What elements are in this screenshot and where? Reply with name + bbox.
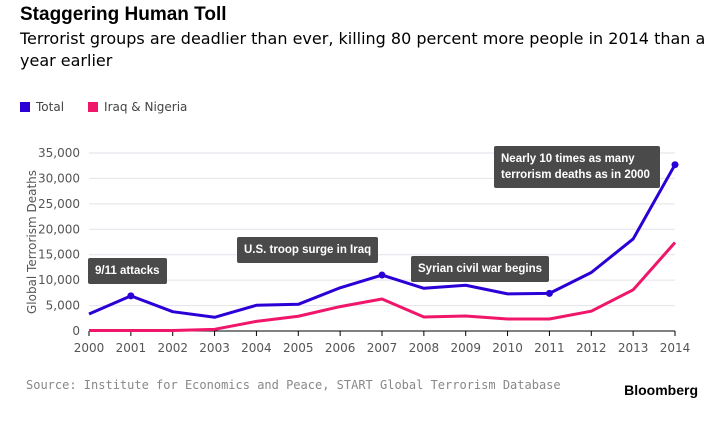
x-tick-label: 2003 [199,341,230,355]
y-tick-label: 30,000 [38,171,80,185]
annotation-point [127,292,135,300]
x-tick-label: 2009 [450,341,481,355]
source-note: Source: Institute for Economics and Peac… [26,378,561,392]
bloomberg-logo: Bloomberg [624,382,698,398]
y-tick-label: 25,000 [38,197,80,211]
x-tick-label: 2002 [157,341,188,355]
y-axis-label: Global Terrorism Deaths [25,170,39,314]
x-tick-label: 2012 [576,341,607,355]
annotation-point [671,161,679,169]
legend: Total Iraq & Nigeria [20,100,187,114]
y-tick-label: 20,000 [38,222,80,236]
chart-subtitle: Terrorist groups are deadlier than ever,… [20,29,706,70]
x-tick-label: 2010 [492,341,523,355]
series-line-iraq-nigeria [89,241,677,332]
x-tick-label: 2011 [534,341,565,355]
x-tick-label: 2013 [618,341,649,355]
legend-label: Iraq & Nigeria [104,100,188,114]
y-tick-label: 10,000 [38,273,80,287]
y-tick-label: 0 [72,324,80,338]
annotation-point [545,289,553,297]
legend-item-total: Total [20,100,64,114]
annotation-911: 9/11 attacks [88,258,167,284]
x-tick-label: 2006 [325,341,356,355]
x-tick-label: 2001 [116,341,147,355]
x-tick-label: 2014 [660,341,691,355]
annotation-2014: Nearly 10 times as many terrorism deaths… [494,146,660,188]
x-tick-label: 2005 [283,341,314,355]
y-tick-label: 35,000 [38,146,80,160]
annotation-troop-surge: U.S. troop surge in Iraq [237,237,379,263]
x-tick-label: 2007 [367,341,398,355]
x-tick-label: 2000 [74,341,105,355]
legend-item-iraq-nigeria: Iraq & Nigeria [88,100,187,114]
y-tick-label: 5,000 [46,299,80,313]
annotation-syria: Syrian civil war begins [411,256,549,282]
x-tick-label: 2008 [409,341,440,355]
legend-label: Total [36,100,65,114]
chart-title: Staggering Human Toll [20,4,227,25]
y-tick-label: 15,000 [38,248,80,262]
annotation-point [378,271,386,279]
x-tick-label: 2004 [241,341,272,355]
